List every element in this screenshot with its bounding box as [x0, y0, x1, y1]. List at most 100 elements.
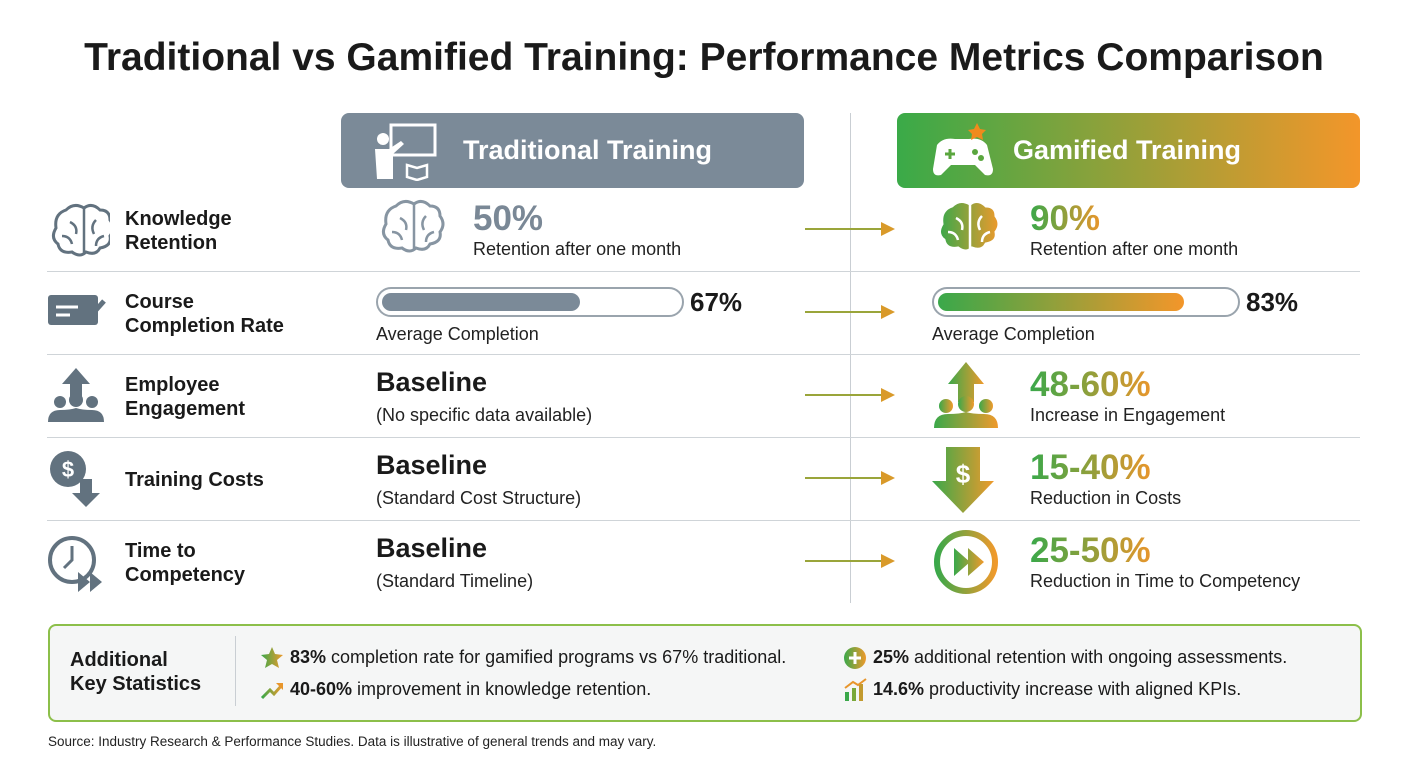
stat-icon: [260, 678, 284, 702]
progress-fill: [382, 293, 581, 311]
icon-part: [881, 388, 895, 402]
progress-track: [932, 287, 1240, 317]
icon-part: [48, 295, 106, 325]
stat-icon: [843, 646, 867, 670]
headline: 90%: [1030, 199, 1101, 238]
stat-text: improvement in knowledge retention.: [357, 679, 652, 699]
gamepad-icon: [933, 122, 993, 175]
progress-label: 83%: [1246, 287, 1299, 317]
icon-part: [881, 305, 895, 319]
icon-part: [48, 368, 104, 422]
stat-highlight: 14.6%: [873, 679, 925, 699]
progress-fill: [938, 293, 1184, 311]
icon-part: $: [932, 447, 994, 513]
icon-part: [62, 368, 90, 398]
icon-part: [881, 471, 895, 485]
icon-part: [845, 692, 849, 701]
key-stats-line: Key Statistics: [70, 673, 202, 695]
metric-line: Employee: [125, 374, 220, 396]
headline: 50%: [473, 199, 544, 238]
icon-part: [954, 548, 984, 576]
headline: Baseline: [376, 367, 488, 397]
title: Traditional vs Gamified Training: Perfor…: [84, 36, 1324, 79]
icon-part: [51, 203, 115, 257]
icon-part: [69, 393, 83, 407]
icon-part: [377, 132, 389, 145]
stat-line: 40-60% improvement in knowledge retention…: [290, 679, 651, 700]
stat-highlight: 40-60%: [290, 679, 353, 699]
metric-line: Knowledge: [125, 208, 232, 230]
gamified-header: Gamified Training: [897, 113, 1360, 188]
caption: (Standard Cost Structure): [376, 488, 582, 508]
metric-line: Training Costs: [125, 469, 264, 491]
icon-part: [948, 362, 984, 402]
icon-part: [78, 299, 106, 323]
icon-part: [261, 647, 283, 668]
arrow: [805, 218, 897, 240]
icon-part: [849, 652, 861, 664]
arrow: [805, 384, 897, 406]
gamified-icon: [932, 196, 1010, 266]
traditional-title: Traditional Training: [463, 135, 713, 165]
stat-text: completion rate for gamified programs vs…: [331, 647, 787, 667]
teacher-icon: [375, 123, 437, 181]
stat-line: 14.6% productivity increase with aligned …: [873, 679, 1241, 700]
icon-part: [48, 295, 98, 325]
gamified-icon: $: [932, 445, 1010, 515]
icon-part: [260, 684, 284, 700]
source: Source: Industry Research & Performance …: [48, 734, 657, 749]
stat-highlight: 83%: [290, 647, 327, 667]
stat-line: 25% additional retention with ongoing ass…: [873, 647, 1287, 668]
metric-icon: [46, 366, 110, 430]
headline: Baseline: [376, 533, 488, 563]
icon-part: [939, 399, 953, 413]
key-stats-box: [48, 624, 1362, 722]
headline: 15-40%: [1030, 448, 1151, 487]
stats-divider: [235, 636, 236, 706]
icon-part: [859, 684, 863, 701]
icon-part: [805, 222, 895, 236]
icon-part: [881, 554, 895, 568]
icon-part: [978, 154, 984, 161]
caption: Reduction in Costs: [1030, 488, 1182, 508]
stat-line: 83% completion rate for gamified programs…: [290, 647, 786, 668]
icon-part: [78, 572, 102, 592]
icon-part: [934, 530, 998, 594]
stat-text: additional retention with ongoing assess…: [914, 647, 1288, 667]
metric-line: Completion Rate: [125, 315, 284, 337]
metric-line: Engagement: [125, 398, 246, 420]
icon-part: [932, 447, 994, 513]
metric-label: Training Costs: [125, 468, 264, 492]
icon-part: [805, 305, 895, 319]
icon-part: [389, 123, 437, 156]
metric-label: Knowledge Retention: [125, 207, 232, 255]
icon-part: [881, 222, 895, 236]
icon-part: [86, 396, 98, 408]
row-separator: [47, 271, 1360, 272]
icon-part: [50, 451, 86, 487]
icon-part: $: [956, 459, 971, 489]
key-stats-line: Additional: [70, 649, 168, 671]
progress-label: 67%: [690, 287, 743, 317]
icon-part: [62, 546, 74, 570]
metric-icon: [46, 200, 115, 264]
traditional-header: Traditional Training: [341, 113, 804, 188]
icon-part: [276, 683, 283, 690]
icon-part: [937, 199, 1001, 253]
headline: 48-60%: [1030, 365, 1151, 404]
progress-track: [376, 287, 684, 317]
icon-part: [968, 122, 986, 140]
icon-part: [945, 148, 955, 159]
headline: 25-50%: [1030, 531, 1151, 570]
metric-line: Course: [125, 291, 194, 313]
icon-part: [934, 362, 998, 428]
icon-part: [381, 199, 445, 253]
key-stats-title: Additional Key Statistics: [70, 648, 201, 696]
icon-part: [56, 305, 78, 317]
row-separator: [47, 437, 1360, 438]
metric-icon: [46, 532, 110, 596]
metric-line: Competency: [125, 564, 246, 586]
icon-part: [852, 688, 856, 701]
icon-part: [844, 678, 867, 701]
icon-part: [844, 678, 867, 689]
